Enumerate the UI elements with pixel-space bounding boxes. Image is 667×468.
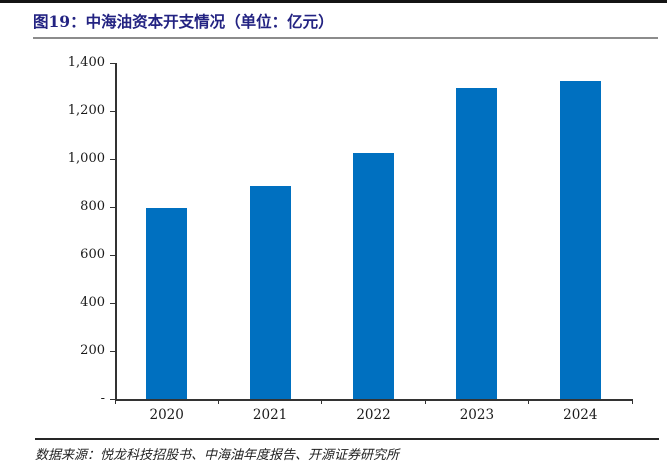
- x-axis-category-label: 2021: [252, 407, 288, 423]
- bar-2020: [146, 208, 188, 399]
- bar-2021: [249, 186, 291, 399]
- x-axis-category-label: 2022: [356, 407, 391, 423]
- figure-title: 图19：中海油资本开支情况（单位：亿元）: [33, 12, 334, 31]
- y-axis-tick-label: 1,200: [67, 103, 105, 118]
- bar-2022: [353, 153, 394, 399]
- y-axis-tick-label: 1,400: [67, 55, 105, 70]
- top-border-rule: [0, 0, 667, 3]
- x-axis-category-label: 2023: [459, 407, 495, 423]
- y-tick: [110, 302, 115, 304]
- y-tick: [110, 110, 115, 112]
- x-tick: [114, 399, 116, 404]
- x-tick: [424, 399, 426, 404]
- source-divider-rule: [35, 438, 659, 440]
- y-axis-tick-label: -: [100, 391, 105, 406]
- y-axis-tick-label: 600: [80, 247, 105, 262]
- y-tick: [110, 62, 115, 64]
- y-tick: [110, 350, 115, 352]
- data-source-note: 数据来源：悦龙科技招股书、中海油年度报告、开源证券研究所: [35, 448, 400, 463]
- y-tick: [110, 158, 115, 160]
- y-axis-tick-label: 400: [80, 295, 105, 310]
- y-tick: [110, 398, 115, 400]
- y-axis-tick-label: 1,000: [67, 151, 105, 166]
- x-axis-category-label: 2024: [563, 407, 598, 423]
- x-tick: [321, 399, 323, 404]
- x-tick: [631, 399, 633, 404]
- x-axis-category-label: 2020: [149, 407, 184, 423]
- x-tick: [217, 399, 219, 404]
- x-axis-line: [115, 399, 632, 401]
- y-tick: [110, 206, 115, 208]
- title-underline-rule: [33, 37, 658, 39]
- y-axis-tick-label: 200: [80, 343, 105, 358]
- y-axis-tick-label: 800: [80, 199, 105, 214]
- y-axis-line: [115, 63, 117, 399]
- y-tick: [110, 254, 115, 256]
- x-tick: [528, 399, 530, 404]
- bar-2024: [559, 80, 601, 399]
- bar-2023: [456, 87, 498, 399]
